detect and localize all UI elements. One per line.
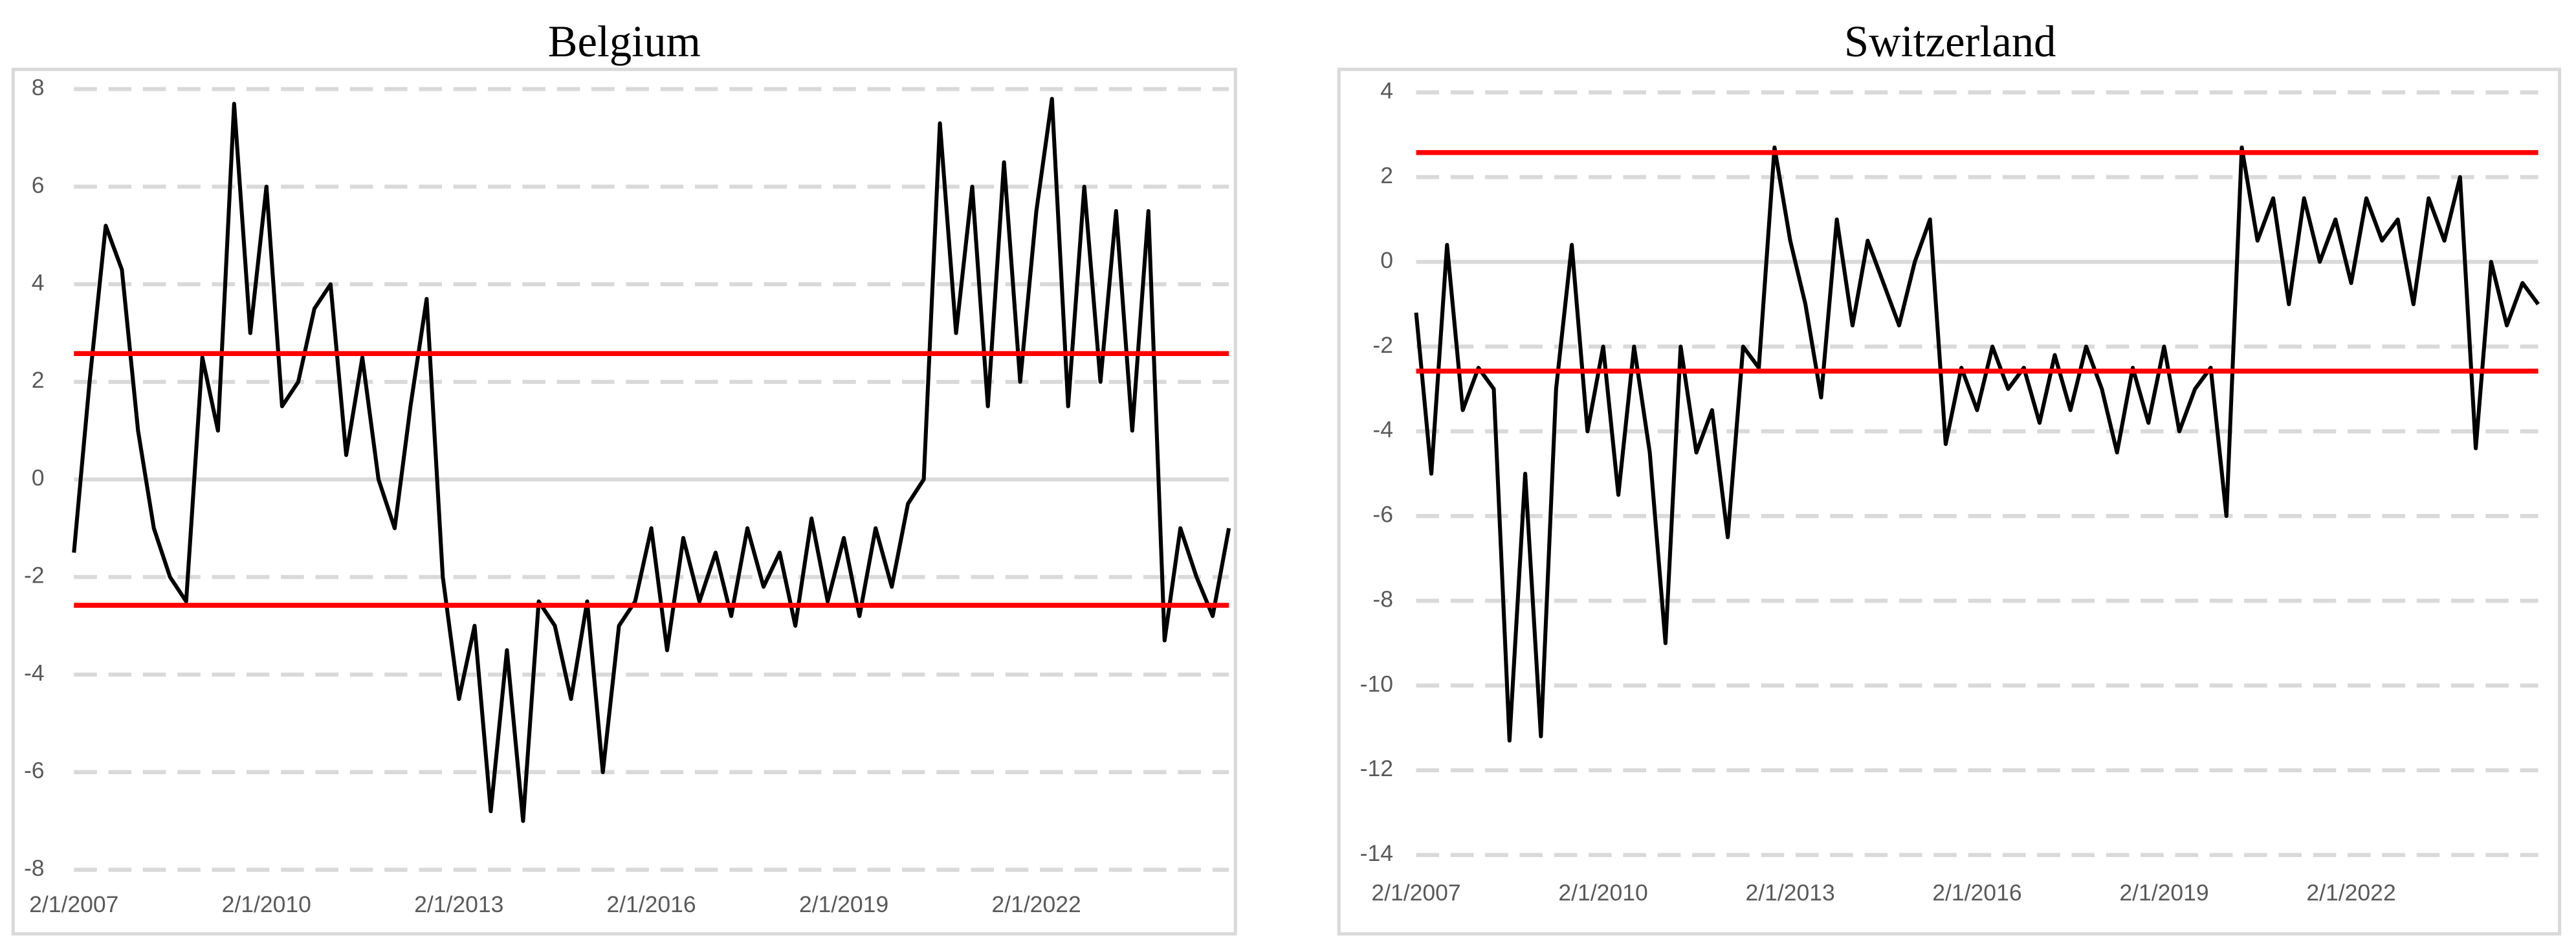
x-tick-label: 2/1/2007 [1371, 880, 1460, 906]
x-tick-label: 2/1/2019 [2119, 880, 2208, 906]
y-tick-label: 0 [32, 465, 45, 491]
y-tick-label: 8 [32, 74, 45, 100]
y-tick-label: 0 [1380, 247, 1393, 273]
chart-panel: Switzerland -14 -12 -10 -8 -6 -4 -2 0 2 4 2/1/2007 2… [1337, 17, 2562, 936]
data-line [1414, 145, 2540, 743]
x-tick-label: 2/1/2010 [1558, 880, 1647, 906]
y-tick-label: -4 [1372, 417, 1393, 443]
y-tick-label: -2 [24, 563, 45, 588]
panel-border [11, 67, 1237, 936]
y-tick-label: -10 [1360, 671, 1393, 697]
y-tick-label: -8 [1372, 586, 1393, 612]
x-tick-label: 2/1/2022 [991, 891, 1081, 917]
y-tick-label: -6 [1372, 502, 1393, 528]
y-tick-label: 2 [1380, 162, 1393, 188]
y-tick-label: -2 [1372, 332, 1393, 358]
x-tick-label: 2/1/2010 [222, 891, 311, 917]
y-tick-label: -12 [1360, 755, 1393, 781]
x-tick-label: 2/1/2013 [414, 891, 503, 917]
y-tick-label: 4 [1380, 78, 1393, 104]
x-tick-label: 2/1/2016 [606, 891, 696, 917]
chart-title: Switzerland [1844, 17, 2056, 66]
panel-border [1337, 67, 2562, 936]
chart-title: Belgium [548, 17, 701, 66]
y-tick-label: 6 [32, 172, 45, 198]
chart-panel: Belgium -8 -6 -4 -2 0 2 4 6 8 2/1/2007 2/1/2010 2/1/… [11, 17, 1237, 936]
data-line [72, 96, 1231, 823]
y-tick-label: -8 [24, 855, 45, 881]
x-tick-label: 2/1/2016 [1932, 880, 2021, 906]
y-tick-label: 2 [32, 367, 45, 393]
y-tick-label: -6 [24, 757, 45, 783]
y-tick-label: -4 [24, 660, 45, 686]
x-tick-label: 2/1/2019 [799, 891, 888, 917]
x-tick-label: 2/1/2013 [1745, 880, 1834, 906]
y-tick-label: 4 [32, 270, 45, 296]
y-tick-label: -14 [1360, 840, 1393, 866]
x-tick-label: 2/1/2007 [29, 891, 118, 917]
x-tick-label: 2/1/2022 [2306, 880, 2395, 906]
